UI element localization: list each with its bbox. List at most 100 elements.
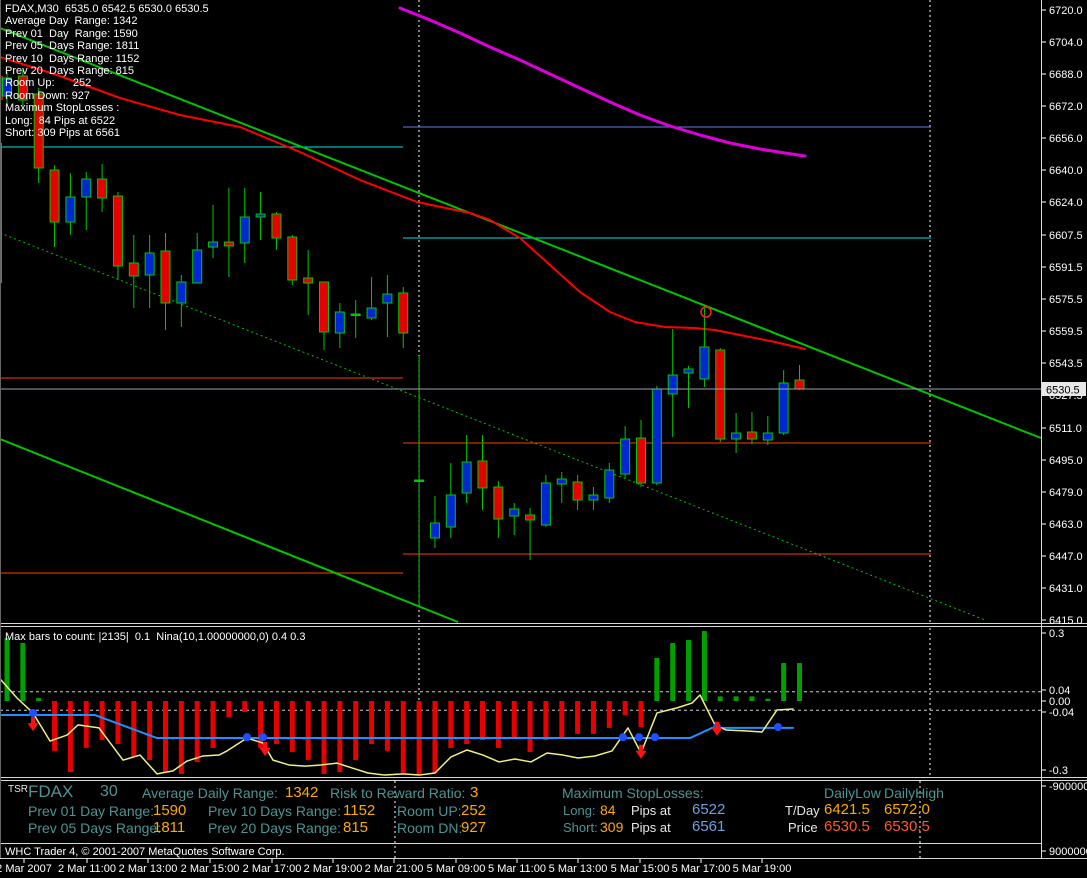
candle-body (97, 178, 108, 199)
candle-body (794, 379, 805, 390)
tsr-value: Prev 05 Days Range: (28, 820, 162, 836)
candle-body (81, 178, 92, 198)
tsr-value: 6561 (692, 818, 726, 835)
tsr-value: Price (788, 820, 818, 835)
price-axis-label: 6447.0 (1049, 551, 1083, 563)
price-axis-label: 6656.0 (1049, 133, 1083, 145)
histogram-bar (369, 701, 375, 745)
candle (493, 481, 504, 538)
tsr-value: 252 (461, 802, 487, 819)
candle (572, 475, 583, 510)
candle-body (461, 461, 472, 494)
price-axis-label: 6463.0 (1049, 519, 1083, 531)
candle (762, 416, 773, 445)
histogram-bar (289, 701, 295, 753)
candle (350, 300, 361, 338)
candle (556, 472, 567, 503)
candle-body (366, 307, 377, 319)
price-axis-label: 6575.5 (1049, 294, 1083, 306)
sell-arrow-icon (635, 744, 647, 759)
price-axis-label: 6415.0 (1049, 615, 1083, 627)
candle-body (540, 482, 551, 526)
price-axis-label: 6479.0 (1049, 487, 1083, 499)
tsr-value: 3 (470, 784, 479, 801)
histogram-bar (717, 696, 723, 701)
histogram-bar (273, 701, 279, 745)
price-axis-label: 6607.5 (1049, 230, 1083, 242)
candle (128, 235, 139, 308)
candle-body (620, 438, 631, 475)
candle (382, 275, 393, 337)
tsr-value: 6522 (692, 801, 726, 818)
price-axis-label: 6688.0 (1049, 69, 1083, 81)
sell-arrow-icon (27, 717, 39, 732)
candle (398, 287, 409, 348)
candle-body (746, 431, 757, 440)
time-axis-label: 2 Mar 15:00 (181, 863, 240, 875)
candle-body (604, 469, 615, 499)
price-axis-label: 9000000 (1049, 846, 1087, 858)
histogram-bar (258, 701, 264, 748)
candle (255, 192, 266, 240)
indicator-signal-line (0, 678, 794, 776)
tsr-value: 84 (600, 802, 616, 818)
candle (509, 503, 520, 535)
candle-body (17, 75, 28, 101)
candle (287, 235, 298, 285)
histogram-bar (670, 643, 676, 701)
candle (176, 275, 187, 327)
candle-body (556, 478, 567, 485)
candle-body (223, 241, 234, 247)
histogram-bar (575, 701, 581, 734)
tsr-value: 309 (600, 819, 624, 835)
tsr-value: 6530.5 (884, 818, 930, 835)
candle (192, 233, 203, 284)
candle (651, 386, 662, 485)
clipped-candle-fragment (0, 76, 3, 100)
candle (699, 308, 710, 387)
time-axis-label: 2 Mar 13:00 (119, 863, 178, 875)
candle (683, 366, 694, 408)
sell-arrow-icon (259, 741, 271, 756)
candle-body (192, 249, 203, 284)
histogram-bar (305, 701, 311, 761)
candle-body (429, 522, 440, 539)
sell-arrow-icon (711, 721, 723, 736)
candle (223, 188, 234, 277)
candle (715, 348, 726, 442)
candle-body (49, 169, 60, 223)
candle-body (778, 382, 789, 434)
price-axis-label: -900000 (1049, 781, 1087, 793)
price-axis-label: 6543.5 (1049, 358, 1083, 370)
time-axis-label: 5 Mar 15:00 (611, 863, 670, 875)
time-axis-label: 2 Mar 19:00 (304, 863, 363, 875)
price-axis-label: 6704.0 (1049, 37, 1083, 49)
candle-body (667, 374, 678, 395)
histogram-bar (781, 663, 787, 701)
candle-body (255, 213, 266, 218)
candle (239, 188, 250, 263)
histogram-bar (543, 701, 549, 741)
tsr-value: DailyLow (824, 785, 881, 801)
candle-body (636, 437, 646, 484)
signal-dot (243, 733, 251, 742)
time-axis-label: 2 Mar 17:00 (243, 863, 302, 875)
candle-body (651, 388, 662, 484)
histogram-bar (464, 701, 470, 745)
current-price-tag (1042, 382, 1086, 396)
tsr-value: FDAX (28, 782, 74, 801)
candle (271, 212, 282, 250)
tsr-value: 927 (461, 819, 487, 836)
candle (525, 508, 536, 560)
histogram-bar (559, 701, 565, 739)
candle (588, 487, 599, 510)
histogram-bar (20, 643, 26, 701)
signal-dot (774, 722, 782, 731)
tsr-value: 1811 (153, 819, 186, 836)
tsr-value: 6530.5 (824, 818, 870, 835)
candle (731, 413, 742, 453)
time-axis-label: 5 Mar 17:00 (672, 863, 731, 875)
price-axis-label: 6431.0 (1049, 583, 1083, 595)
candle-body (303, 277, 314, 284)
